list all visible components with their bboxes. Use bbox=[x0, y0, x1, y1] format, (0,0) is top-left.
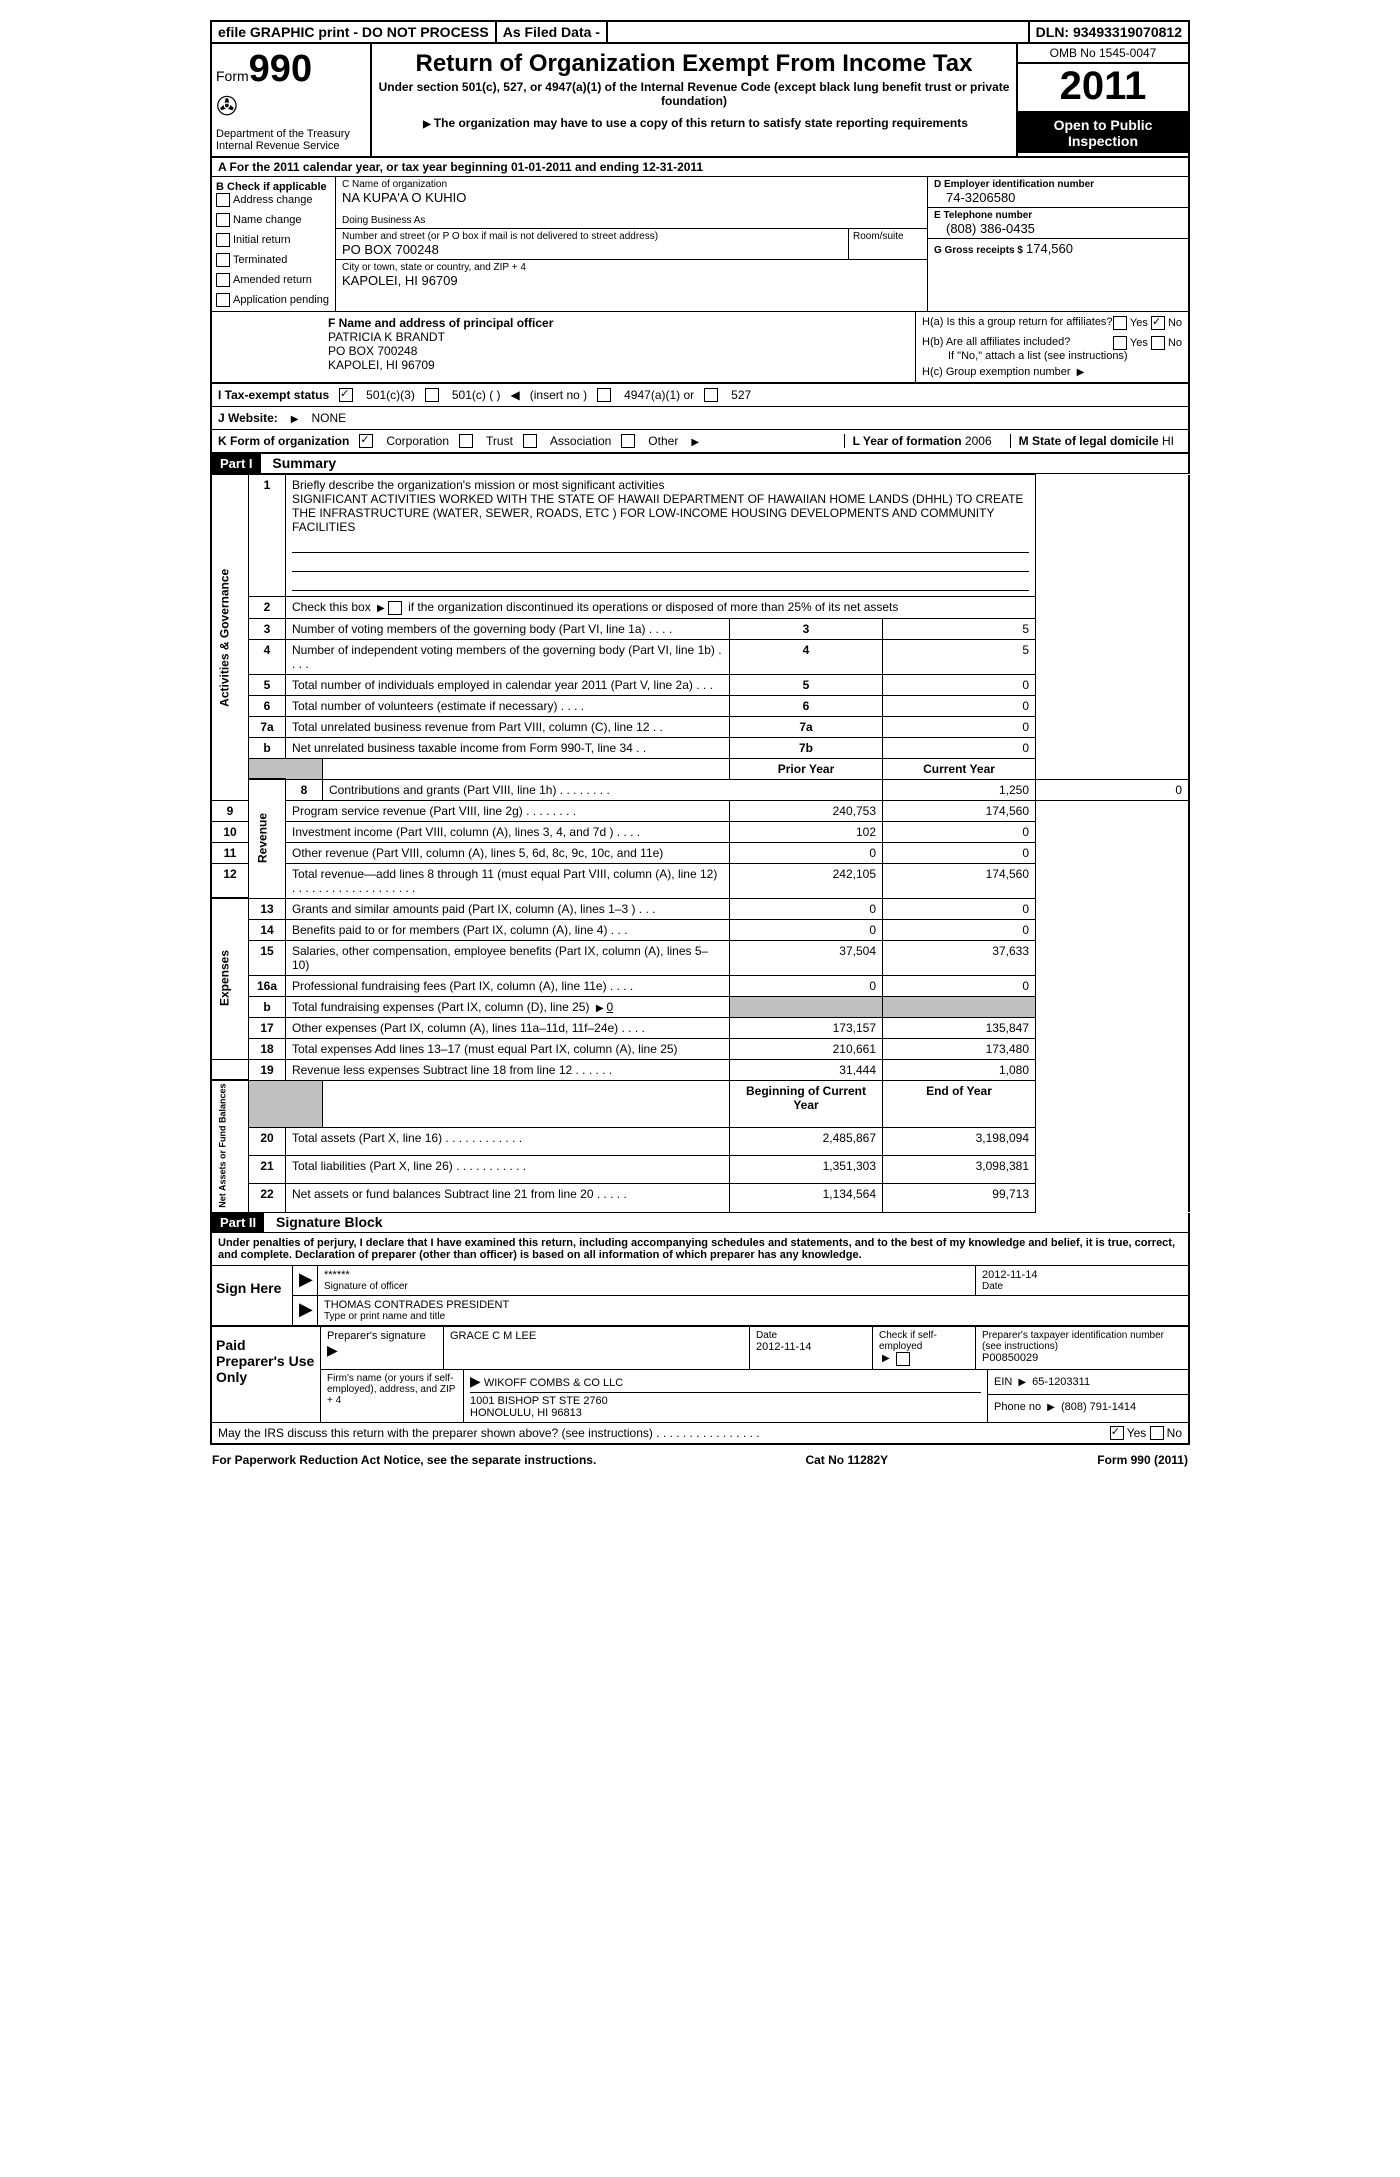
sign-here-block: Sign Here ▶ ******Signature of officer 2… bbox=[210, 1266, 1190, 1327]
section-I: I Tax-exempt status 501(c)(3) 501(c) ( )… bbox=[210, 383, 1190, 406]
v6: 0 bbox=[883, 695, 1036, 716]
officer-addr1: PO BOX 700248 bbox=[328, 344, 909, 358]
form-subtitle: Under section 501(c), 527, or 4947(a)(1)… bbox=[378, 80, 1010, 108]
exp-tab: Expenses bbox=[211, 898, 249, 1059]
section-H: H(a) Is this a group return for affiliat… bbox=[916, 312, 1188, 382]
header: Form990 ✇ Department of the Treasury Int… bbox=[210, 44, 1190, 158]
pending-checkbox[interactable] bbox=[216, 293, 230, 307]
top-bar: efile GRAPHIC print - DO NOT PROCESS As … bbox=[210, 20, 1190, 44]
ha-yes[interactable] bbox=[1113, 316, 1127, 330]
section-C: C Name of organization NA KUPA'A O KUHIO… bbox=[336, 177, 927, 311]
section-B: B Check if applicable Address change Nam… bbox=[212, 177, 336, 311]
hb-no[interactable] bbox=[1151, 336, 1165, 350]
topbar-filler bbox=[608, 22, 1030, 42]
other-checkbox[interactable] bbox=[621, 434, 635, 448]
year-formation: 2006 bbox=[965, 434, 992, 448]
city-zip: KAPOLEI, HI 96709 bbox=[342, 273, 921, 288]
discuss-no[interactable] bbox=[1150, 1426, 1164, 1440]
v4: 5 bbox=[883, 639, 1036, 674]
header-right: OMB No 1545-0047 2011 Open to Public Ins… bbox=[1016, 44, 1188, 156]
section-A: A For the 2011 calendar year, or tax yea… bbox=[210, 158, 1190, 177]
501c-checkbox[interactable] bbox=[425, 388, 439, 402]
org-name: NA KUPA'A O KUHIO bbox=[342, 190, 921, 205]
assoc-checkbox[interactable] bbox=[523, 434, 537, 448]
discuss-yes[interactable] bbox=[1110, 1426, 1124, 1440]
terminated-checkbox[interactable] bbox=[216, 253, 230, 267]
firm-phone: (808) 791-1414 bbox=[1061, 1401, 1136, 1413]
section-F: F Name and address of principal officer … bbox=[212, 312, 916, 382]
header-mid: Return of Organization Exempt From Incom… bbox=[372, 44, 1016, 156]
firm-name: WIKOFF COMBS & CO LLC bbox=[484, 1377, 623, 1389]
omb-number: OMB No 1545-0047 bbox=[1018, 44, 1188, 64]
gov-tab: Activities & Governance bbox=[211, 475, 249, 801]
sign-date: 2012-11-14 bbox=[982, 1269, 1182, 1281]
ha-no[interactable] bbox=[1151, 316, 1165, 330]
hb-yes[interactable] bbox=[1113, 336, 1127, 350]
trust-checkbox[interactable] bbox=[459, 434, 473, 448]
summary-table: Activities & Governance 1 Briefly descri… bbox=[210, 474, 1190, 1213]
dln: DLN: 93493319070812 bbox=[1030, 22, 1188, 42]
phone: (808) 386-0435 bbox=[934, 221, 1182, 236]
section-K: K Form of organization Corporation Trust… bbox=[210, 429, 1190, 454]
discontinued-checkbox[interactable] bbox=[388, 601, 402, 615]
ptin: P00850029 bbox=[982, 1352, 1182, 1364]
street-address: PO BOX 700248 bbox=[342, 242, 842, 257]
gross-receipts: 174,560 bbox=[1026, 241, 1073, 256]
form-title: Return of Organization Exempt From Incom… bbox=[378, 50, 1010, 78]
section-J: J Website: NONE bbox=[210, 406, 1190, 429]
discuss-row: May the IRS discuss this return with the… bbox=[210, 1423, 1190, 1446]
efile-label: efile GRAPHIC print - DO NOT PROCESS bbox=[212, 22, 497, 42]
signer-name: THOMAS CONTRADES PRESIDENT bbox=[324, 1299, 1182, 1311]
v3: 5 bbox=[883, 618, 1036, 639]
v5: 0 bbox=[883, 674, 1036, 695]
firm-ein: 65-1203311 bbox=[1032, 1376, 1090, 1388]
header-left: Form990 ✇ Department of the Treasury Int… bbox=[212, 44, 372, 156]
irs-label: Internal Revenue Service bbox=[216, 140, 366, 152]
4947-checkbox[interactable] bbox=[597, 388, 611, 402]
officer-name: PATRICIA K BRANDT bbox=[328, 330, 909, 344]
527-checkbox[interactable] bbox=[704, 388, 718, 402]
addr-change-checkbox[interactable] bbox=[216, 193, 230, 207]
officer-addr2: KAPOLEI, HI 96709 bbox=[328, 358, 909, 372]
perjury-statement: Under penalties of perjury, I declare th… bbox=[210, 1233, 1190, 1266]
amended-checkbox[interactable] bbox=[216, 273, 230, 287]
corp-checkbox[interactable] bbox=[359, 434, 373, 448]
part-II-header: Part II Signature Block bbox=[210, 1213, 1190, 1233]
ein: 74-3206580 bbox=[934, 190, 1182, 205]
rev-tab: Revenue bbox=[249, 779, 286, 898]
na-tab: Net Assets or Fund Balances bbox=[211, 1080, 249, 1212]
501c3-checkbox[interactable] bbox=[339, 388, 353, 402]
name-change-checkbox[interactable] bbox=[216, 213, 230, 227]
paid-preparer-block: Paid Preparer's Use Only Preparer's sign… bbox=[210, 1327, 1190, 1423]
section-DEG: D Employer identification number 74-3206… bbox=[927, 177, 1188, 311]
v7b: 0 bbox=[883, 737, 1036, 758]
public-inspection: Open to Public Inspection bbox=[1018, 113, 1188, 153]
initial-return-checkbox[interactable] bbox=[216, 233, 230, 247]
website: NONE bbox=[312, 411, 347, 425]
v7a: 0 bbox=[883, 716, 1036, 737]
asfiled-label: As Filed Data - bbox=[497, 22, 608, 42]
footer: For Paperwork Reduction Act Notice, see … bbox=[210, 1445, 1190, 1475]
part-I-header: Part I Summary bbox=[210, 454, 1190, 474]
form-note: The organization may have to use a copy … bbox=[378, 116, 1010, 130]
form-number: Form990 bbox=[216, 48, 366, 91]
state-domicile: HI bbox=[1162, 434, 1174, 448]
tax-year: 2011 bbox=[1018, 64, 1188, 113]
self-emp-checkbox[interactable] bbox=[896, 1352, 910, 1366]
dept-treasury: Department of the Treasury bbox=[216, 128, 366, 140]
mission-text: SIGNIFICANT ACTIVITIES WORKED WITH THE S… bbox=[292, 492, 1029, 534]
preparer-name: GRACE C M LEE bbox=[444, 1327, 750, 1369]
